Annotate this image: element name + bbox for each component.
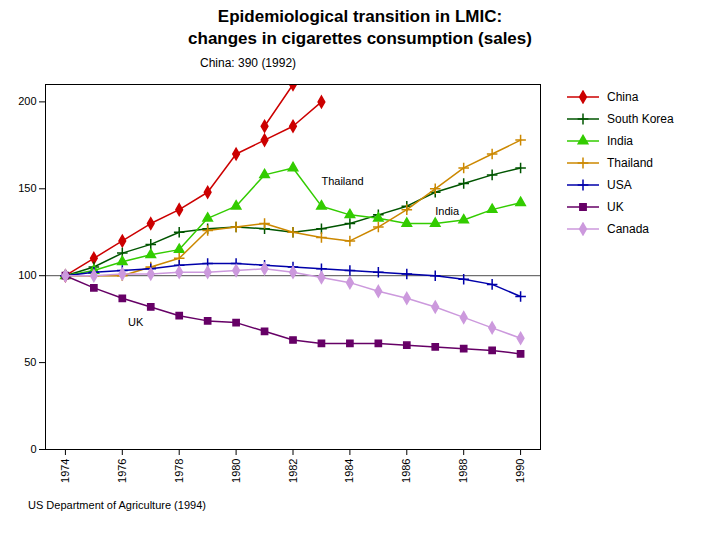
html-text:China: 390 (1992): China: 390 (1992) — [200, 56, 297, 70]
svg-text:Thailand: Thailand — [321, 175, 363, 187]
svg-text:50: 50 — [24, 356, 36, 368]
html-text:China: China — [607, 90, 639, 104]
svg-text:100: 100 — [18, 269, 36, 281]
html-text:Thailand: Thailand — [607, 156, 653, 170]
html-text:Canada: Canada — [607, 222, 649, 236]
svg-text:1976: 1976 — [116, 459, 128, 483]
svg-text:India: India — [435, 205, 460, 217]
svg-text:1984: 1984 — [343, 459, 355, 483]
svg-text:1990: 1990 — [514, 459, 526, 483]
svg-text:0: 0 — [30, 443, 36, 455]
svg-text:UK: UK — [128, 316, 144, 328]
html-text:US Department of Agriculture (: US Department of Agriculture (1994) — [28, 499, 206, 511]
svg-text:1986: 1986 — [400, 459, 412, 483]
html-text:Epidemiological transition in: Epidemiological transition in LMIC: — [217, 7, 503, 26]
svg-text:1982: 1982 — [287, 459, 299, 483]
svg-text:1974: 1974 — [59, 459, 71, 483]
svg-text:1988: 1988 — [457, 459, 469, 483]
html-text:USA: USA — [607, 178, 632, 192]
html-text:UK: UK — [607, 200, 624, 214]
svg-text:1980: 1980 — [230, 459, 242, 483]
svg-text:200: 200 — [18, 95, 36, 107]
html-text:changes in cigarettes consumpt: changes in cigarettes consumption (sales… — [188, 29, 532, 48]
html-text:India: India — [607, 134, 633, 148]
html-text:South Korea: South Korea — [607, 112, 674, 126]
svg-text:150: 150 — [18, 182, 36, 194]
svg-text:1978: 1978 — [173, 459, 185, 483]
